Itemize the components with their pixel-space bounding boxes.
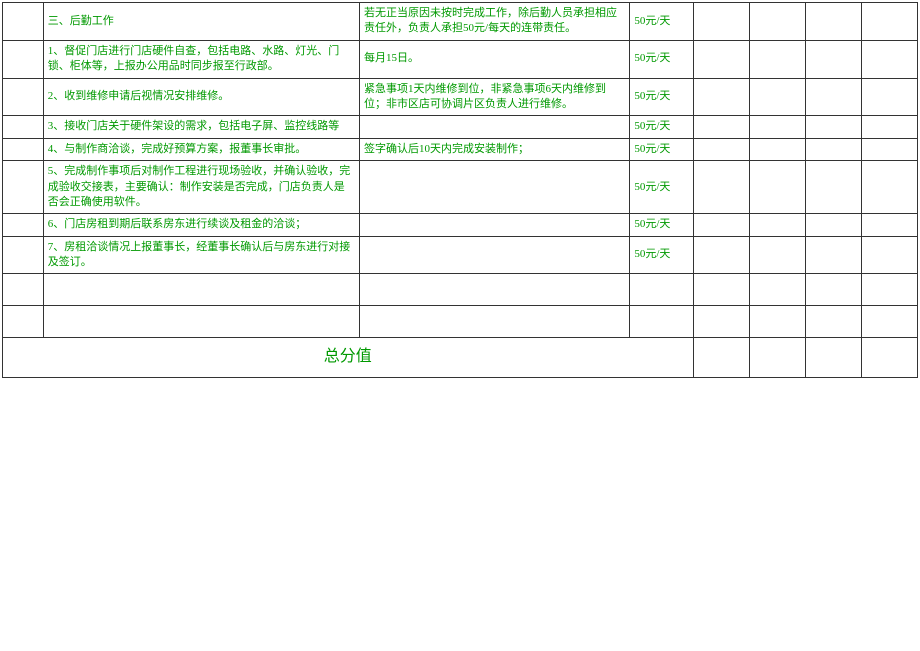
cell-blank [861,116,917,138]
cell-blank [749,78,805,116]
cell-req [360,116,630,138]
cell-blank [805,338,861,377]
cell-desc: 三、后勤工作 [43,3,359,41]
cell-blank [693,78,749,116]
cell-blank [861,338,917,377]
cell-desc: 2、收到维修申请后视情况安排维修。 [43,78,359,116]
table-row: 6、门店房租到期后联系房东进行续谈及租金的洽谈； 50元/天 [3,214,918,236]
cell-blank [805,138,861,160]
cell-blank [693,338,749,377]
table-row: 1、督促门店进行门店硬件自查，包括电路、水路、灯光、门锁、柜体等，上报办公用品时… [3,40,918,78]
table-row: 3、接收门店关于硬件架设的需求，包括电子屏、监控线路等 50元/天 [3,116,918,138]
cell-blank [861,236,917,274]
work-assessment-table: 三、后勤工作 若无正当原因未按时完成工作，除后勤人员承担相应责任外，负责人承担5… [2,2,918,378]
cell-blank [749,338,805,377]
cell-penalty [630,306,693,338]
cell-blank [861,214,917,236]
cell-req [360,306,630,338]
table-row: 三、后勤工作 若无正当原因未按时完成工作，除后勤人员承担相应责任外，负责人承担5… [3,3,918,41]
table-row: 5、完成制作事项后对制作工程进行现场验收，并确认验收，完成验收交接表，主要确认：… [3,161,918,214]
cell-blank [749,214,805,236]
cell-index [3,78,44,116]
cell-index [3,161,44,214]
cell-blank [693,40,749,78]
cell-penalty: 50元/天 [630,161,693,214]
cell-blank [805,236,861,274]
cell-desc: 3、接收门店关于硬件架设的需求，包括电子屏、监控线路等 [43,116,359,138]
cell-blank [749,274,805,306]
cell-index [3,274,44,306]
table-row [3,274,918,306]
cell-blank [861,306,917,338]
cell-blank [861,78,917,116]
cell-desc: 4、与制作商洽谈，完成好预算方案，报董事长审批。 [43,138,359,160]
total-row: 总分值 [3,338,918,377]
cell-blank [805,306,861,338]
cell-penalty: 50元/天 [630,78,693,116]
cell-penalty: 50元/天 [630,40,693,78]
cell-index [3,3,44,41]
cell-desc: 5、完成制作事项后对制作工程进行现场验收，并确认验收，完成验收交接表，主要确认：… [43,161,359,214]
cell-penalty: 50元/天 [630,3,693,41]
cell-blank [693,214,749,236]
cell-blank [693,3,749,41]
cell-index [3,306,44,338]
cell-req [360,274,630,306]
cell-blank [693,306,749,338]
cell-blank [861,274,917,306]
cell-blank [693,274,749,306]
cell-blank [861,161,917,214]
cell-desc [43,306,359,338]
cell-req: 签字确认后10天内完成安装制作； [360,138,630,160]
cell-blank [693,138,749,160]
cell-penalty [630,274,693,306]
cell-blank [805,214,861,236]
cell-blank [749,116,805,138]
cell-blank [861,3,917,41]
cell-blank [693,161,749,214]
cell-blank [805,116,861,138]
cell-blank [749,138,805,160]
table-row: 7、房租洽谈情况上报董事长，经董事长确认后与房东进行对接及签订。 50元/天 [3,236,918,274]
cell-blank [693,236,749,274]
cell-index [3,236,44,274]
cell-penalty: 50元/天 [630,236,693,274]
cell-desc: 1、督促门店进行门店硬件自查，包括电路、水路、灯光、门锁、柜体等，上报办公用品时… [43,40,359,78]
cell-blank [749,3,805,41]
cell-blank [805,40,861,78]
cell-req [360,214,630,236]
cell-blank [749,40,805,78]
table-row: 4、与制作商洽谈，完成好预算方案，报董事长审批。 签字确认后10天内完成安装制作… [3,138,918,160]
cell-blank [805,3,861,41]
cell-req: 紧急事项1天内维修到位，非紧急事项6天内维修到位；非市区店可协调片区负责人进行维… [360,78,630,116]
total-label: 总分值 [3,338,694,377]
cell-req [360,161,630,214]
cell-penalty: 50元/天 [630,116,693,138]
cell-req [360,236,630,274]
cell-req: 每月15日。 [360,40,630,78]
cell-blank [749,161,805,214]
cell-penalty: 50元/天 [630,138,693,160]
cell-blank [805,78,861,116]
cell-index [3,40,44,78]
table-row: 2、收到维修申请后视情况安排维修。 紧急事项1天内维修到位，非紧急事项6天内维修… [3,78,918,116]
cell-blank [749,306,805,338]
cell-blank [805,161,861,214]
cell-desc [43,274,359,306]
cell-req: 若无正当原因未按时完成工作，除后勤人员承担相应责任外，负责人承担50元/每天的连… [360,3,630,41]
cell-blank [693,116,749,138]
cell-blank [749,236,805,274]
cell-blank [861,138,917,160]
cell-blank [861,40,917,78]
cell-desc: 7、房租洽谈情况上报董事长，经董事长确认后与房东进行对接及签订。 [43,236,359,274]
cell-desc: 6、门店房租到期后联系房东进行续谈及租金的洽谈； [43,214,359,236]
cell-blank [805,274,861,306]
cell-penalty: 50元/天 [630,214,693,236]
cell-index [3,116,44,138]
cell-index [3,138,44,160]
cell-index [3,214,44,236]
table-row [3,306,918,338]
